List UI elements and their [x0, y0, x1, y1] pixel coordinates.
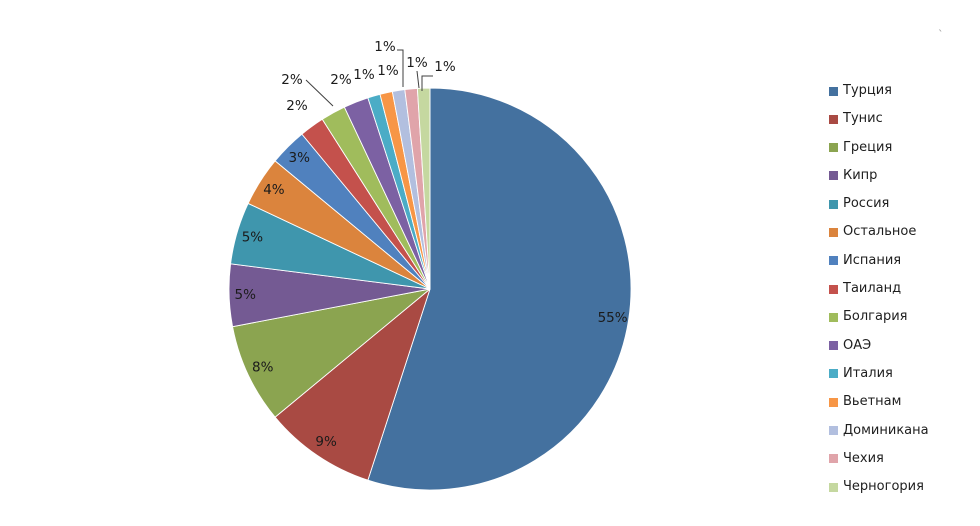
- data-label-1: 9%: [315, 434, 337, 450]
- legend-item-13: Чехия: [829, 450, 929, 466]
- leader-lines: [305, 49, 433, 107]
- legend-label: Доминикана: [843, 422, 929, 438]
- legend-item-6: Испания: [829, 252, 929, 268]
- legend-item-2: Греция: [829, 139, 929, 155]
- legend-item-12: Доминикана: [829, 422, 929, 438]
- legend-item-11: Вьетнам: [829, 395, 929, 409]
- legend-item-0: Турция: [829, 84, 929, 98]
- legend-swatch-icon: [829, 256, 838, 266]
- legend-item-10: Италия: [829, 365, 929, 381]
- data-label-13: 1%: [406, 55, 428, 71]
- legend-label: Черногория: [843, 479, 924, 495]
- legend-swatch-icon: [829, 143, 838, 153]
- legend-swatch-icon: [829, 284, 838, 294]
- legend-swatch-icon: [829, 397, 838, 407]
- pie-slices: [228, 87, 632, 491]
- legend-label: Тунис: [843, 111, 883, 127]
- pie-slice-14: [416, 87, 431, 290]
- data-label-11: 1%: [377, 63, 399, 79]
- data-label-7: 2%: [286, 98, 308, 114]
- legend-swatch-icon: [829, 199, 838, 209]
- legend-item-3: Кипр: [829, 167, 929, 183]
- data-label-14: 1%: [434, 59, 456, 75]
- legend-label: Россия: [843, 196, 890, 212]
- legend-swatch-icon: [829, 426, 838, 436]
- legend-swatch-icon: [829, 171, 838, 181]
- legend-item-7: Таиланд: [829, 282, 929, 296]
- legend-item-5: Остальное: [829, 225, 929, 239]
- legend-label: Вьетнам: [843, 394, 902, 410]
- legend-swatch-icon: [829, 227, 838, 237]
- legend-label: Греция: [843, 139, 893, 155]
- legend-label: ОАЭ: [843, 337, 872, 353]
- legend-label: Остальное: [843, 224, 917, 240]
- pie-slice-0: [367, 87, 632, 491]
- pie-slice-1: [274, 288, 431, 481]
- leader-line-12: [397, 49, 404, 87]
- data-label-4: 5%: [242, 229, 264, 245]
- leader-line-14: [421, 75, 433, 91]
- data-label-9: 2%: [330, 72, 352, 88]
- legend-label: Кипр: [843, 167, 878, 183]
- data-label-12: 1%: [374, 39, 396, 55]
- data-label-0: 55%: [598, 310, 628, 326]
- legend-label: Чехия: [843, 450, 884, 466]
- data-label-2: 8%: [252, 360, 274, 376]
- data-label-10: 1%: [353, 67, 375, 83]
- leader-line-13: [416, 70, 420, 89]
- leader-line-8: [305, 79, 334, 107]
- data-labels: 55%9%8%5%5%4%3%2%2% 2% 1% 1%1%1% 1%: [234, 39, 627, 450]
- legend-swatch-icon: [829, 454, 838, 464]
- legend-item-1: Тунис: [829, 112, 929, 126]
- legend-label: Таиланд: [843, 281, 902, 297]
- legend-item-8: Болгария: [829, 310, 929, 324]
- legend: Турция Тунис Греция Кипр Россия Остальное Испа…: [829, 84, 929, 494]
- legend-item-4: Россия: [829, 197, 929, 211]
- data-label-6: 3%: [288, 150, 310, 166]
- legend-label: Испания: [843, 252, 902, 268]
- legend-swatch-icon: [829, 341, 838, 351]
- data-label-3: 5%: [234, 287, 256, 303]
- legend-label: Италия: [843, 365, 893, 381]
- legend-swatch-icon: [829, 369, 838, 379]
- legend-item-14: Черногория: [829, 480, 929, 494]
- pie-slice-2: [232, 288, 431, 418]
- legend-swatch-icon: [829, 312, 838, 322]
- stray-mark-artifact: `: [938, 28, 944, 41]
- legend-item-9: ОАЭ: [829, 337, 929, 353]
- legend-swatch-icon: [829, 86, 838, 96]
- data-label-8: 2%: [281, 72, 303, 88]
- legend-swatch-icon: [829, 114, 838, 124]
- legend-swatch-icon: [829, 482, 838, 492]
- legend-label: Турция: [843, 83, 893, 98]
- legend-label: Болгария: [843, 309, 908, 325]
- data-label-5: 4%: [263, 182, 285, 198]
